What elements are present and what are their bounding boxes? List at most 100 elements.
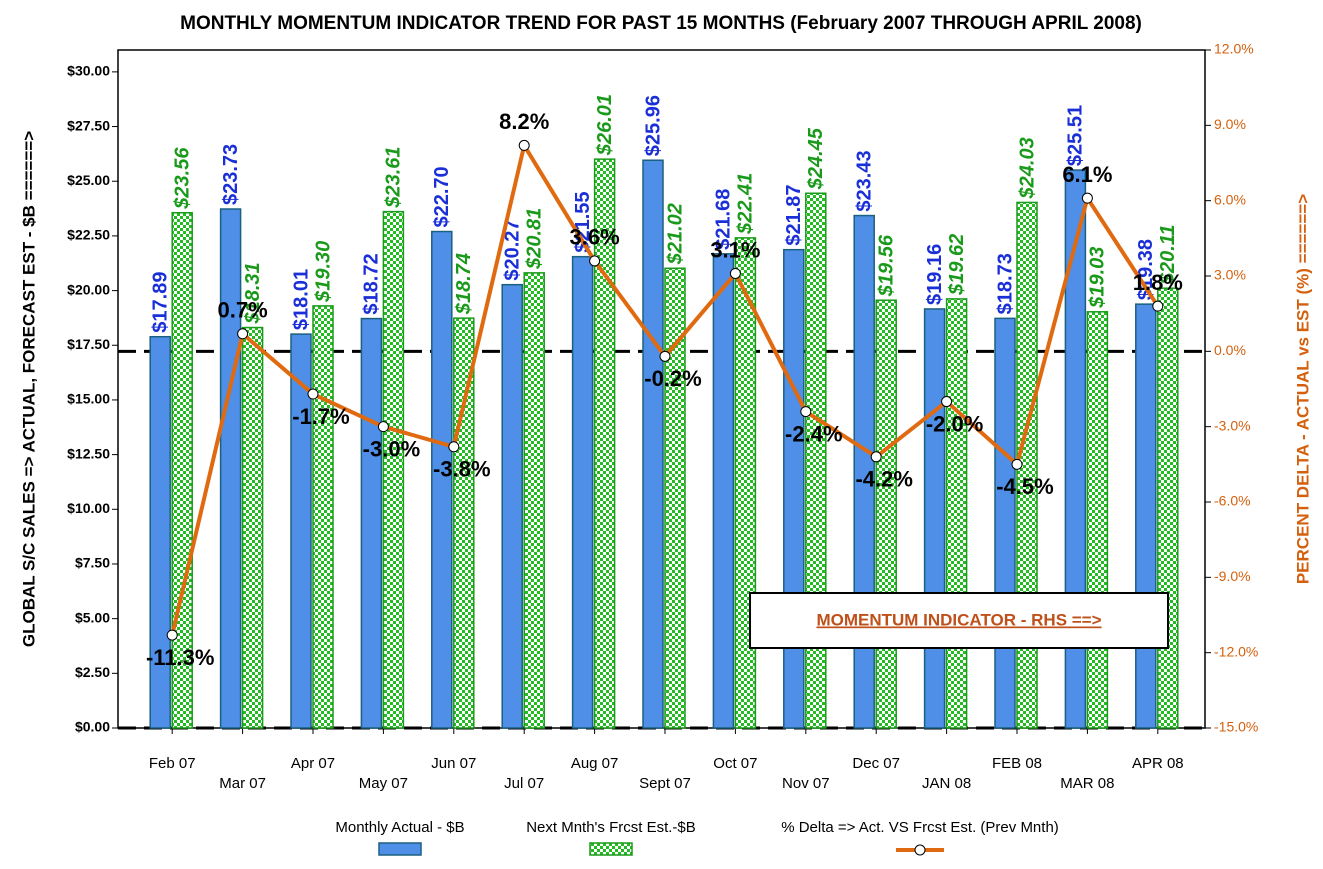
bar bbox=[945, 298, 968, 729]
x-tick-label: May 07 bbox=[359, 775, 408, 792]
bar-value-label: $21.02 bbox=[664, 203, 686, 265]
bar bbox=[1086, 311, 1109, 729]
bar-value-label: $19.62 bbox=[946, 234, 968, 296]
line-value-label: -0.2% bbox=[644, 366, 701, 391]
bar-value-label: $24.03 bbox=[1016, 137, 1038, 199]
bar bbox=[149, 335, 171, 729]
y2-tick-label: -6.0% bbox=[1214, 493, 1251, 509]
bar-value-label: $25.51 bbox=[1065, 105, 1087, 166]
bar bbox=[783, 248, 805, 729]
bar-value-label: $20.11 bbox=[1157, 224, 1179, 285]
x-tick-label: Oct 07 bbox=[713, 755, 757, 772]
bar-value-label: $26.01 bbox=[594, 94, 616, 156]
bar bbox=[642, 159, 664, 729]
line-point bbox=[1152, 300, 1164, 312]
line-value-label: 8.2% bbox=[499, 109, 549, 134]
bar bbox=[501, 283, 523, 729]
y-tick-label: $30.00 bbox=[67, 63, 110, 79]
y-tick-label: $7.50 bbox=[75, 555, 110, 571]
chart-title: MONTHLY MOMENTUM INDICATOR TREND FOR PAS… bbox=[180, 13, 1142, 34]
bar-value-label: $23.56 bbox=[171, 147, 193, 210]
line-point bbox=[589, 255, 601, 267]
bar-value-label: $25.96 bbox=[642, 95, 664, 156]
bar bbox=[431, 230, 453, 729]
y-axis-label: GLOBAL S/C SALES => ACTUAL, FORECAST EST… bbox=[19, 131, 38, 647]
line-value-label: -1.7% bbox=[292, 404, 349, 429]
bar-value-label: $23.61 bbox=[383, 146, 405, 208]
line-value-label: -11.3% bbox=[146, 645, 215, 670]
bar bbox=[1135, 303, 1157, 729]
line-point bbox=[729, 267, 741, 279]
line-value-label: 0.7% bbox=[218, 298, 268, 323]
line-point bbox=[1081, 192, 1093, 204]
bar bbox=[571, 255, 594, 729]
line-value-label: -4.2% bbox=[855, 467, 912, 492]
bar bbox=[1157, 287, 1179, 729]
bar-value-label: $18.31 bbox=[242, 262, 264, 324]
y-tick-label: $5.00 bbox=[75, 609, 110, 625]
x-tick-label: JAN 08 bbox=[922, 775, 971, 792]
line-value-label: 1.8% bbox=[1133, 270, 1183, 295]
x-tick-label: MAR 08 bbox=[1060, 775, 1114, 792]
legend-swatch bbox=[589, 842, 633, 856]
bar bbox=[923, 308, 946, 729]
y-tick-label: $22.50 bbox=[67, 227, 110, 243]
line-value-label: -2.0% bbox=[926, 411, 983, 436]
line-point bbox=[307, 388, 319, 400]
bar-value-label: $21.68 bbox=[713, 189, 735, 250]
line-point bbox=[518, 139, 530, 151]
line-value-label: -3.0% bbox=[363, 436, 420, 461]
bar-value-label: $19.03 bbox=[1087, 247, 1109, 309]
line-point bbox=[800, 406, 812, 418]
line-value-label: -2.4% bbox=[785, 421, 842, 446]
line-point bbox=[659, 350, 671, 362]
bar-value-label: $23.43 bbox=[853, 150, 875, 211]
bar bbox=[241, 326, 264, 729]
bar bbox=[312, 305, 334, 729]
line-value-label: 3.6% bbox=[570, 225, 620, 250]
y2-tick-label: 12.0% bbox=[1214, 41, 1254, 57]
line-point bbox=[237, 328, 249, 340]
bar-value-label: $18.74 bbox=[453, 253, 475, 315]
x-tick-label: Sept 07 bbox=[639, 775, 691, 792]
bar-value-label: $22.41 bbox=[735, 173, 757, 235]
y-tick-label: $2.50 bbox=[75, 664, 110, 680]
line-value-label: -4.5% bbox=[996, 474, 1053, 499]
bar bbox=[734, 237, 757, 729]
bar bbox=[994, 317, 1016, 729]
bar-value-label: $18.72 bbox=[361, 253, 383, 314]
bar-value-label: $18.73 bbox=[994, 253, 1016, 314]
legend-label: Monthly Actual - $B bbox=[335, 819, 464, 836]
y-tick-label: $0.00 bbox=[75, 719, 110, 735]
legend-label: % Delta => Act. VS Frcst Est. (Prev Mnth… bbox=[781, 819, 1059, 836]
bar bbox=[664, 267, 686, 729]
y2-tick-label: -3.0% bbox=[1214, 417, 1251, 433]
bar bbox=[1064, 169, 1087, 729]
line-value-label: 3.1% bbox=[710, 237, 760, 262]
x-tick-label: Mar 07 bbox=[219, 775, 266, 792]
bar bbox=[171, 211, 193, 729]
y-tick-label: $27.50 bbox=[67, 117, 110, 133]
bar-value-label: $19.16 bbox=[924, 244, 946, 305]
bar bbox=[593, 158, 616, 729]
y2-tick-label: 9.0% bbox=[1214, 116, 1246, 132]
y2-tick-label: -15.0% bbox=[1214, 719, 1258, 735]
x-tick-label: Feb 07 bbox=[149, 755, 196, 772]
line-point bbox=[377, 421, 389, 433]
y2-tick-label: -12.0% bbox=[1214, 643, 1258, 659]
bar-value-label: $23.73 bbox=[220, 144, 242, 205]
y-tick-label: $12.50 bbox=[67, 445, 110, 461]
annotation-box bbox=[749, 592, 1169, 649]
y-tick-label: $15.00 bbox=[67, 391, 110, 407]
bar-value-label: $22.70 bbox=[431, 166, 453, 227]
line-point bbox=[166, 629, 178, 641]
bar-value-label: $20.81 bbox=[523, 208, 545, 270]
bar bbox=[523, 272, 545, 729]
line-point bbox=[941, 396, 953, 408]
y-tick-label: $10.00 bbox=[67, 500, 110, 516]
bar-value-label: $24.45 bbox=[805, 127, 827, 190]
x-tick-label: Dec 07 bbox=[852, 755, 900, 772]
bar-value-label: $20.27 bbox=[501, 220, 523, 281]
y2-tick-label: -9.0% bbox=[1214, 568, 1251, 584]
